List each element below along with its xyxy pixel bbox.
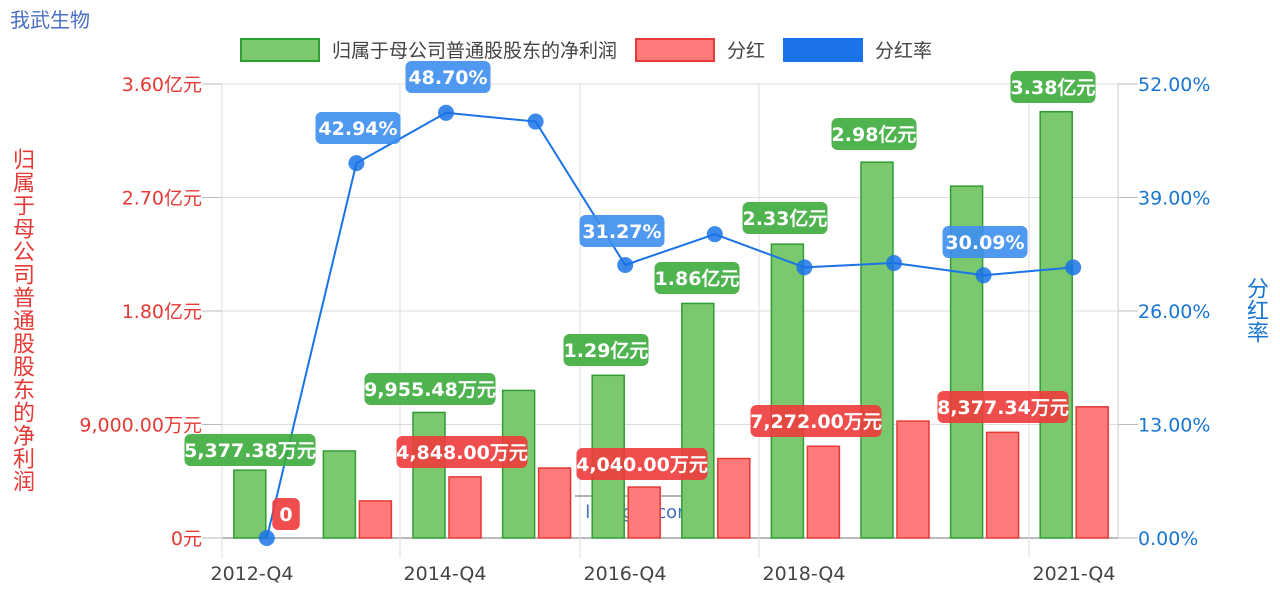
bar-dividend[interactable]	[627, 486, 661, 539]
net-profit-label: 1.86亿元	[655, 267, 740, 290]
x-tick-label: 2012-Q4	[211, 563, 294, 585]
left-tick-label: 1.80亿元	[122, 301, 202, 323]
legend-label-net-profit: 归属于母公司普通股股东的净利润	[332, 40, 618, 62]
payout-ratio-label-bg	[579, 215, 665, 247]
right-axis-title: 分红率	[1240, 260, 1270, 360]
bar-net-profit[interactable]	[681, 302, 715, 539]
x-tick-label: 2021-Q4	[1033, 563, 1116, 585]
net-profit-label-bg	[831, 118, 917, 150]
net-profit-label: 2.98亿元	[832, 123, 917, 146]
payout-ratio-point[interactable]	[438, 104, 454, 121]
left-tick-label: 3.60亿元	[122, 74, 202, 96]
net-profit-label: 5,377.38万元	[184, 440, 316, 462]
bar-dividend[interactable]	[1075, 406, 1109, 539]
bar-dividend[interactable]	[806, 445, 841, 539]
net-profit-label: 1.29亿元	[564, 339, 649, 362]
right-tick-label: 39.00%	[1138, 188, 1210, 210]
legend-label-payout-ratio: 分红率	[875, 40, 933, 62]
bar-dividend[interactable]	[717, 457, 751, 539]
payout-ratio-label-bg	[405, 61, 491, 93]
dividend-label-bg	[576, 448, 708, 480]
payout-ratio-label: 48.70%	[408, 67, 487, 89]
bar-net-profit[interactable]	[860, 161, 894, 539]
chart-title: 我武生物	[10, 8, 90, 32]
payout-ratio-label: 31.27%	[582, 221, 661, 243]
right-tick-label: 0.00%	[1138, 528, 1198, 550]
net-profit-label: 9,955.48万元	[364, 379, 496, 401]
right-tick-label: 13.00%	[1138, 415, 1210, 437]
payout-ratio-label: 42.94%	[318, 118, 397, 140]
x-tick-label: 2014-Q4	[404, 563, 487, 585]
payout-ratio-point[interactable]	[527, 113, 544, 130]
payout-ratio-point[interactable]	[886, 254, 902, 271]
legend-swatch-dividend	[635, 37, 716, 62]
bar-dividend[interactable]	[896, 420, 930, 539]
legend-item-net-profit[interactable]: 归属于母公司普通股股东的净利润	[240, 36, 617, 63]
legend: 归属于母公司普通股股东的净利润 分红 分红率	[240, 36, 950, 63]
left-tick-label: 2.70亿元	[122, 188, 202, 210]
payout-ratio-line	[265, 111, 1074, 539]
legend-item-dividend[interactable]: 分红	[635, 36, 765, 63]
net-profit-label-bg	[742, 202, 828, 234]
payout-ratio-point[interactable]	[617, 256, 634, 273]
net-profit-label-bg	[364, 373, 496, 405]
payout-ratio-point[interactable]	[975, 267, 992, 284]
legend-label-dividend: 分红	[727, 40, 766, 62]
bar-dividend[interactable]	[448, 476, 482, 539]
dividend-label-bg	[937, 391, 1069, 423]
dividend-label: 8,377.34万元	[937, 397, 1069, 419]
payout-ratio-label-bg	[942, 226, 1028, 258]
legend-item-payout-ratio[interactable]: 分红率	[783, 36, 932, 63]
dividend-label-bg	[272, 498, 300, 530]
legend-swatch-net-profit	[240, 37, 320, 62]
payout-ratio-point[interactable]	[1065, 259, 1082, 276]
bar-net-profit[interactable]	[322, 450, 357, 539]
payout-ratio-point[interactable]	[796, 259, 813, 276]
legend-swatch-payout-ratio	[783, 37, 864, 62]
right-axis-title-text: 分红率	[1243, 277, 1268, 343]
dividend-label: 7,272.00万元	[750, 411, 882, 433]
net-profit-label: 3.38亿元	[1011, 76, 1096, 99]
left-tick-label: 9,000.00万元	[79, 415, 202, 437]
payout-ratio-point[interactable]	[258, 530, 275, 546]
net-profit-label-bg	[563, 334, 649, 366]
bar-net-profit[interactable]	[412, 411, 446, 539]
dividend-label-bg	[750, 405, 882, 437]
net-profit-label: 2.33亿元	[743, 207, 828, 230]
payout-ratio-point[interactable]	[706, 226, 723, 243]
payout-ratio-label: 30.09%	[945, 232, 1024, 254]
right-tick-label: 26.00%	[1138, 301, 1210, 323]
bar-dividend[interactable]	[537, 467, 572, 539]
bar-dividend[interactable]	[358, 500, 393, 539]
right-tick-label: 52.00%	[1138, 74, 1210, 96]
left-tick-label: 0元	[171, 528, 202, 550]
dividend-label: 0	[279, 504, 292, 526]
dividend-label-bg	[396, 436, 528, 468]
bar-net-profit[interactable]	[770, 243, 805, 539]
left-axis-title-text: 归属于母公司普通股股东的净利润	[9, 147, 34, 493]
dividend-label: 4,848.00万元	[396, 442, 528, 464]
payout-ratio-point[interactable]	[348, 155, 365, 172]
bar-net-profit[interactable]	[233, 469, 267, 539]
x-tick-label: 2016-Q4	[584, 563, 667, 585]
x-tick-label: 2018-Q4	[763, 563, 846, 585]
bar-net-profit[interactable]	[1039, 110, 1073, 539]
net-profit-label-bg	[654, 262, 740, 294]
left-axis-title: 归属于母公司普通股股东的净利润	[6, 100, 36, 540]
net-profit-label-bg	[1010, 71, 1096, 103]
net-profit-label-bg	[184, 434, 316, 466]
payout-ratio-label-bg	[315, 112, 401, 144]
dividend-label: 4,040.00万元	[576, 454, 708, 476]
bar-dividend[interactable]	[985, 431, 1020, 539]
